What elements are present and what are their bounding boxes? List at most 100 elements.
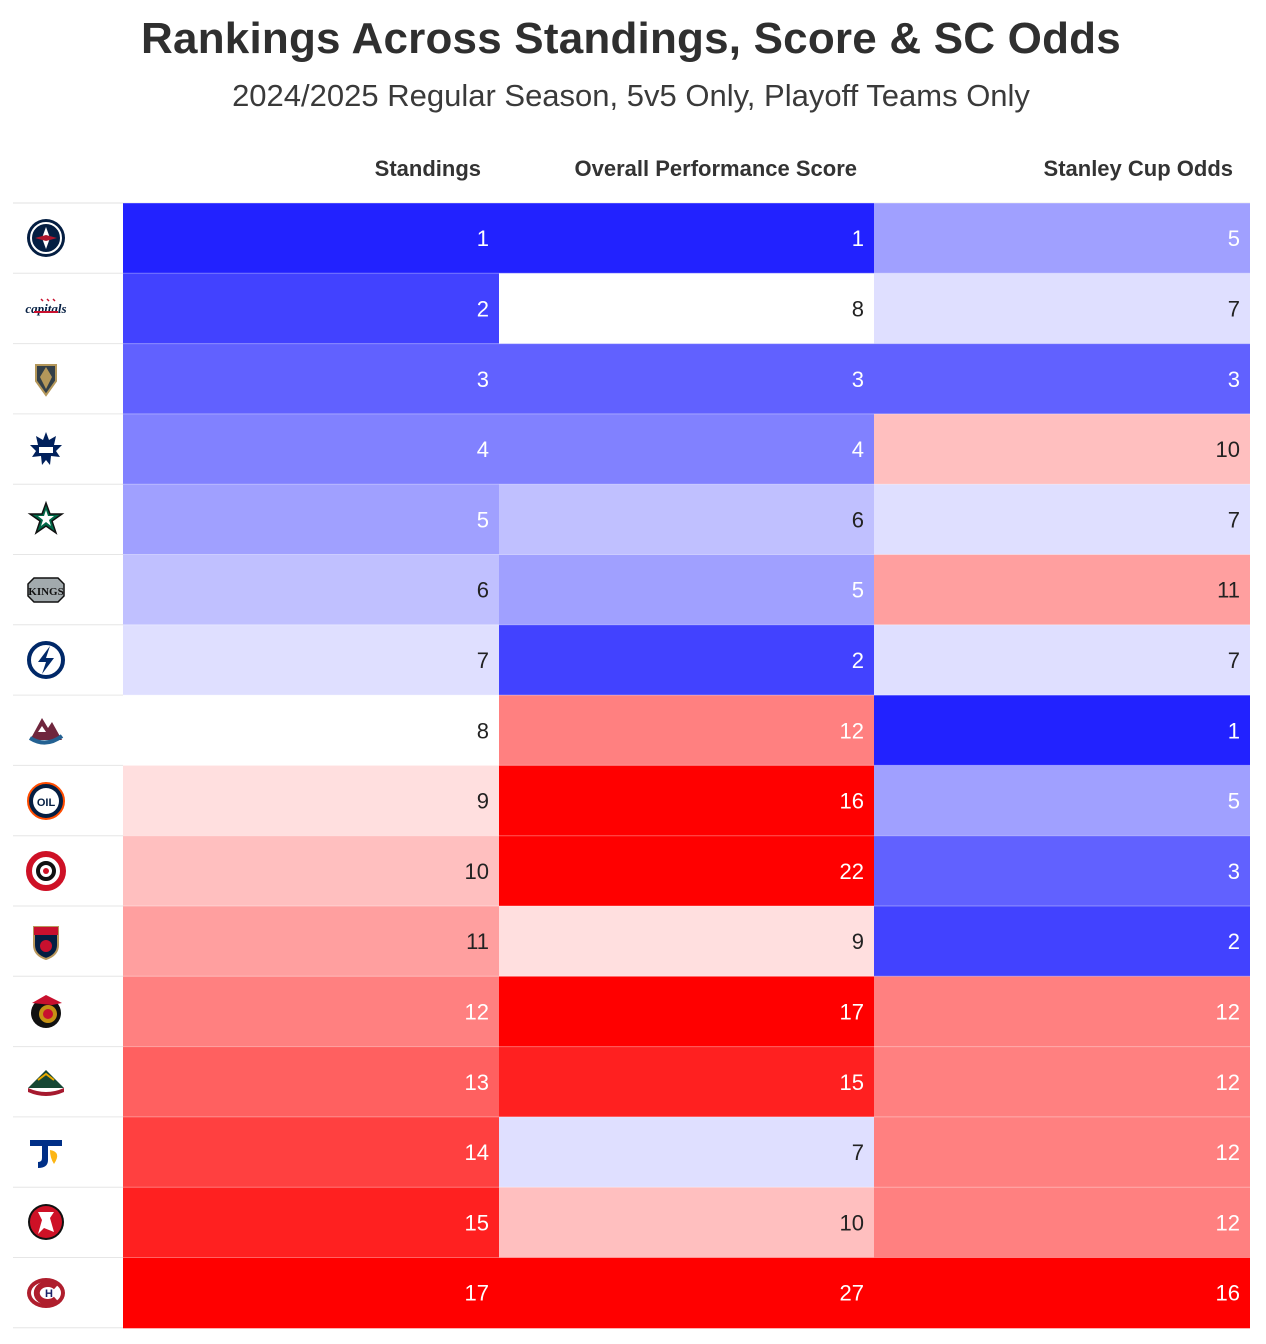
- cell-value-label: 8: [477, 718, 489, 743]
- cell-value-label: 16: [840, 789, 864, 814]
- cell-value-label: 22: [840, 859, 864, 884]
- cell-value-label: 3: [1228, 859, 1240, 884]
- cell-value-label: 1: [1228, 718, 1240, 743]
- cell-value-label: 3: [852, 367, 864, 392]
- cell-value-label: 12: [840, 718, 864, 743]
- heat-cell: [123, 1046, 499, 1118]
- heat-cell: [123, 203, 499, 274]
- cell-value-label: 4: [852, 437, 864, 462]
- heat-cell: [123, 413, 499, 485]
- hurricanes-logo-icon: [26, 850, 66, 891]
- svg-text:OIL: OIL: [37, 797, 56, 809]
- heat-cell: [499, 1257, 874, 1329]
- heat-cell: [499, 906, 874, 977]
- cell-value-label: 5: [852, 578, 864, 603]
- stars-logo-icon: [27, 501, 65, 536]
- heat-cell: [123, 624, 499, 696]
- heat-cell: [123, 976, 499, 1048]
- heat-cell: [874, 1257, 1250, 1329]
- lightning-logo-icon: [27, 640, 65, 679]
- heat-cell: [123, 273, 499, 345]
- svg-text:KINGS: KINGS: [28, 586, 63, 598]
- maple-leafs-logo-icon: [30, 432, 62, 466]
- cell-value-label: 1: [477, 226, 489, 251]
- heat-cell: [874, 624, 1250, 696]
- heat-cell: [499, 554, 874, 626]
- oilers-logo-icon: OIL: [27, 781, 65, 820]
- heat-cell: [874, 1116, 1250, 1188]
- heat-cell: [874, 554, 1250, 626]
- heat-cell: [874, 343, 1250, 415]
- cell-value-label: 2: [477, 296, 489, 321]
- cell-value-label: 14: [465, 1140, 489, 1165]
- heat-cell: [499, 1116, 874, 1188]
- cell-value-label: 11: [1217, 578, 1240, 603]
- heat-cell: [123, 765, 499, 837]
- jets-logo-icon: [27, 219, 65, 258]
- cell-value-label: 10: [1216, 437, 1240, 462]
- svg-text:capitals: capitals: [25, 301, 66, 316]
- cell-value-label: 12: [1216, 1210, 1240, 1235]
- heat-cell: [499, 1046, 874, 1118]
- chart-title: Rankings Across Standings, Score & SC Od…: [141, 14, 1121, 63]
- heat-cell: [499, 413, 874, 485]
- column-header-performance-score: Overall Performance Score: [574, 156, 857, 181]
- svg-text:H: H: [45, 1288, 53, 1300]
- heat-cell: [499, 1187, 874, 1258]
- heat-cell: [123, 1187, 499, 1258]
- heat-cell: [499, 835, 874, 907]
- heat-cell: [499, 203, 874, 274]
- heat-cell: [123, 835, 499, 907]
- senators-logo-icon: [31, 995, 62, 1029]
- heat-cell: [874, 273, 1250, 345]
- cell-value-label: 9: [477, 789, 489, 814]
- heat-cell: [499, 273, 874, 345]
- cell-value-label: 7: [477, 648, 489, 673]
- cell-value-label: 7: [1228, 296, 1240, 321]
- cell-value-label: 2: [852, 648, 864, 673]
- cell-value-label: 12: [1216, 1140, 1240, 1165]
- cell-value-label: 13: [465, 1070, 489, 1095]
- cell-value-label: 7: [1228, 507, 1240, 532]
- panthers-logo-icon: [33, 926, 59, 961]
- cell-value-label: 5: [477, 507, 489, 532]
- heat-cell: [874, 906, 1250, 977]
- heat-cell: [874, 1187, 1250, 1258]
- cell-value-label: 12: [1216, 1070, 1240, 1095]
- heat-cell: [499, 695, 874, 766]
- heat-cell: [874, 976, 1250, 1048]
- heat-cell: [123, 1116, 499, 1188]
- cell-value-label: 11: [466, 929, 489, 954]
- cell-value-label: 3: [1228, 367, 1240, 392]
- heat-cell: [123, 695, 499, 766]
- heat-cell: [499, 765, 874, 837]
- chart-subtitle: 2024/2025 Regular Season, 5v5 Only, Play…: [232, 78, 1030, 113]
- heat-cell: [499, 484, 874, 555]
- cell-value-label: 7: [1228, 648, 1240, 673]
- heat-cell: [123, 343, 499, 415]
- cell-value-label: 27: [840, 1281, 864, 1306]
- heat-cell: [499, 624, 874, 696]
- column-header-standings: Standings: [374, 156, 481, 181]
- heat-cell: [874, 835, 1250, 907]
- cell-value-label: 10: [840, 1210, 864, 1235]
- devils-logo-icon: [28, 1204, 64, 1241]
- heat-cell: [874, 413, 1250, 485]
- heat-cell: [874, 1046, 1250, 1118]
- heat-cell: [123, 554, 499, 626]
- heat-cell: [499, 343, 874, 415]
- heat-cell: [874, 484, 1250, 555]
- capitals-logo-icon: capitals: [25, 298, 67, 316]
- cell-value-label: 15: [465, 1210, 489, 1235]
- heat-cell: [874, 203, 1250, 274]
- cell-value-label: 3: [477, 367, 489, 392]
- cell-value-label: 10: [465, 859, 489, 884]
- heat-cell: [123, 1257, 499, 1329]
- heat-cell: [874, 765, 1250, 837]
- heat-cell: [123, 484, 499, 555]
- column-header-cup-odds: Stanley Cup Odds: [1043, 156, 1233, 181]
- cell-value-label: 5: [1228, 226, 1240, 251]
- cell-value-label: 8: [852, 296, 864, 321]
- cell-value-label: 15: [840, 1070, 864, 1095]
- cell-value-label: 9: [852, 929, 864, 954]
